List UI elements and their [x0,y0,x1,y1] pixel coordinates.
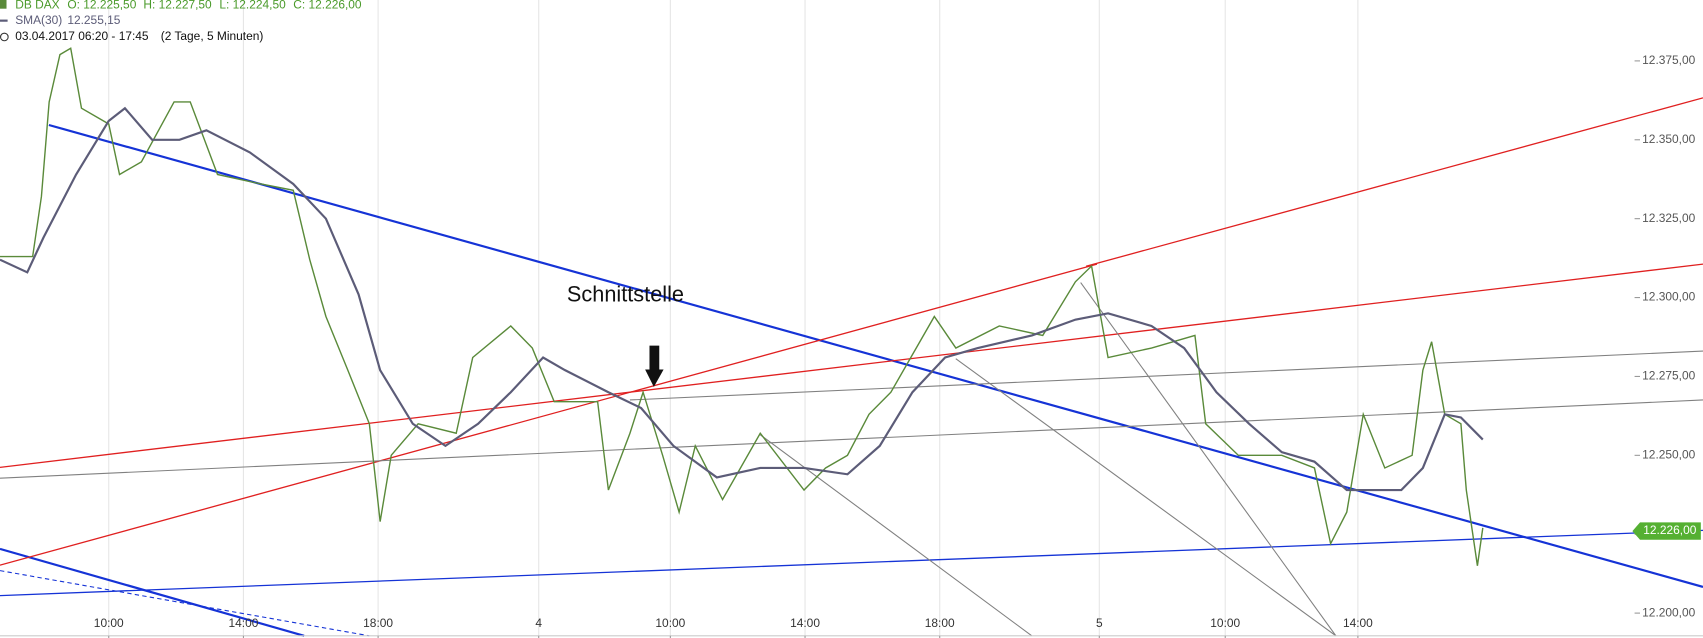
x-tick-label: 5 [1096,616,1103,630]
header-low: L: 12.224,50 [219,0,286,12]
header-indicator-value: 12.255,15 [67,13,120,27]
drawings [0,97,1703,637]
trend-line [955,358,1337,637]
header-instrument: DB DAX [15,0,59,12]
header-period: 03.04.2017 06:20 - 17:45 [15,29,149,43]
x-tick-label: 10:00 [655,616,685,630]
legend-swatch [0,0,7,9]
trend-line [759,434,1033,637]
trend-line [629,350,1703,401]
header-high: H: 12.227,50 [143,0,212,12]
trend-line [48,123,1703,588]
x-tick-label: 10:00 [94,616,124,630]
trend-line [1080,282,1337,637]
arrow-shaft [649,345,660,370]
x-tick-label: 10:00 [1210,616,1240,630]
x-tick-label: 18:00 [925,616,955,630]
header-close: C: 12.226,00 [293,0,362,12]
trend-line [0,263,1098,566]
last-price-label: 12.226,00 [1643,523,1696,537]
grid [108,0,1359,636]
x-tick-label: 14:00 [790,616,820,630]
x-tick-label: 14:00 [1343,616,1373,630]
header-indicator: SMA(30) [15,13,62,27]
trend-line [1085,97,1703,267]
trend-line [0,529,1703,597]
arrow [645,345,664,387]
header: DB DAX O: 12.225,50 H: 12.227,50 L: 12.2… [0,0,362,43]
trend-line [0,570,370,637]
y-tick-label: 12.325,00 [1642,211,1695,225]
y-tick-label: 12.300,00 [1642,290,1695,304]
last-price-tag [1632,522,1701,540]
header-open: O: 12.225,50 [67,0,136,12]
price-line [0,47,1484,566]
y-tick-label: 12.350,00 [1642,132,1695,146]
trend-line [0,263,1703,469]
trend-line [0,547,305,637]
arrow-head [645,369,664,387]
plot [0,47,1484,566]
y-tick-label: 12.375,00 [1642,53,1695,67]
header-range: (2 Tage, 5 Minuten) [161,29,264,43]
trend-line [0,399,1703,479]
legend-swatch [0,19,8,22]
x-tick-label: 18:00 [363,616,393,630]
y-tick-label: 12.250,00 [1642,447,1695,461]
y-tick-label: 12.275,00 [1642,369,1695,383]
annotation: Schnittstelle [567,281,684,306]
y-tick-label: 12.200,00 [1642,605,1695,619]
clock-icon [0,32,9,42]
x-tick-label: 4 [535,616,542,630]
x-tick-label: 14:00 [228,616,258,630]
sma-line [0,106,1484,492]
